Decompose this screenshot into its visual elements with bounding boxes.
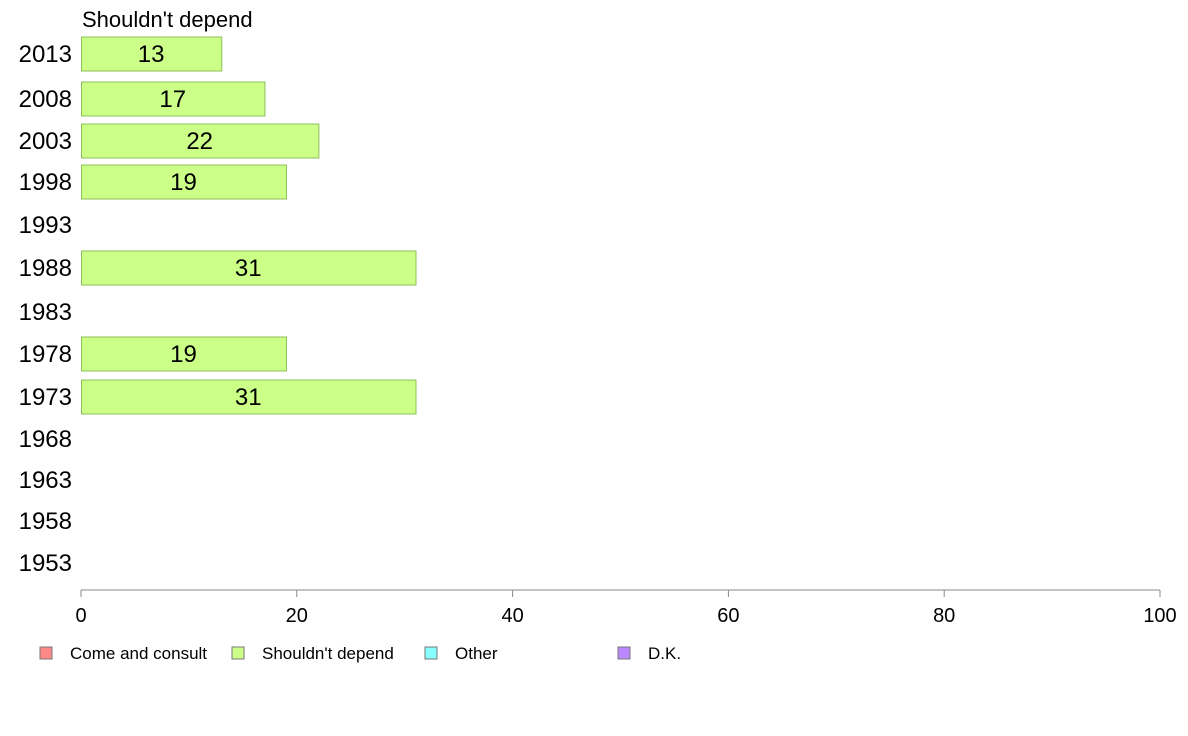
y-tick-label: 2008: [19, 86, 72, 113]
data-label: 19: [170, 169, 197, 196]
bar: [81, 164, 288, 200]
y-tick-label: 1963: [19, 467, 72, 494]
legend-swatch: [424, 646, 438, 660]
bar: [81, 81, 266, 117]
data-label: 22: [186, 128, 213, 155]
legend-swatch: [39, 646, 53, 660]
y-tick-label: 1993: [19, 212, 72, 239]
y-tick-label: 1973: [19, 384, 72, 411]
x-tick-label: 100: [1143, 605, 1176, 627]
legend-label: Shouldn't depend: [262, 644, 394, 663]
legend: Come and consult Shouldn't depend Other D.K…: [39, 644, 681, 663]
y-tick-label: 1953: [19, 550, 72, 577]
y-tick-label: 1978: [19, 341, 72, 368]
x-tick-label: 60: [717, 605, 739, 627]
x-tick-label: 0: [75, 605, 86, 627]
data-label: 17: [159, 86, 186, 113]
x-tick-label: 80: [933, 605, 955, 627]
legend-swatch: [231, 646, 245, 660]
y-tick-label: 1988: [19, 255, 72, 282]
legend-label: Other: [455, 644, 498, 663]
bar: [81, 36, 223, 72]
data-label: 19: [170, 341, 197, 368]
y-tick-label: 2003: [19, 128, 72, 155]
y-axis-labels: 2013 2008 2003 1998 1993 1988 1983 1978 1973 1968…: [19, 41, 72, 577]
y-tick-label: 1958: [19, 508, 72, 535]
data-label: 13: [138, 41, 165, 68]
legend-label: D.K.: [648, 644, 681, 663]
x-axis: 0 20 40 60 80 100: [75, 589, 1177, 627]
bars: [81, 36, 417, 415]
bar: [81, 123, 320, 159]
bar: [81, 379, 417, 415]
legend-swatch: [617, 646, 631, 660]
x-tick-label: 40: [501, 605, 523, 627]
data-label: 31: [235, 255, 262, 282]
y-tick-label: 1983: [19, 299, 72, 326]
data-label: 31: [235, 384, 262, 411]
legend-label: Come and consult: [70, 644, 207, 663]
x-tick-label: 20: [286, 605, 308, 627]
y-tick-label: 2013: [19, 41, 72, 68]
bar: [81, 250, 417, 286]
y-tick-label: 1968: [19, 426, 72, 453]
y-tick-label: 1998: [19, 169, 72, 196]
panel-title: Shouldn't depend: [82, 7, 253, 32]
bar: [81, 336, 288, 372]
